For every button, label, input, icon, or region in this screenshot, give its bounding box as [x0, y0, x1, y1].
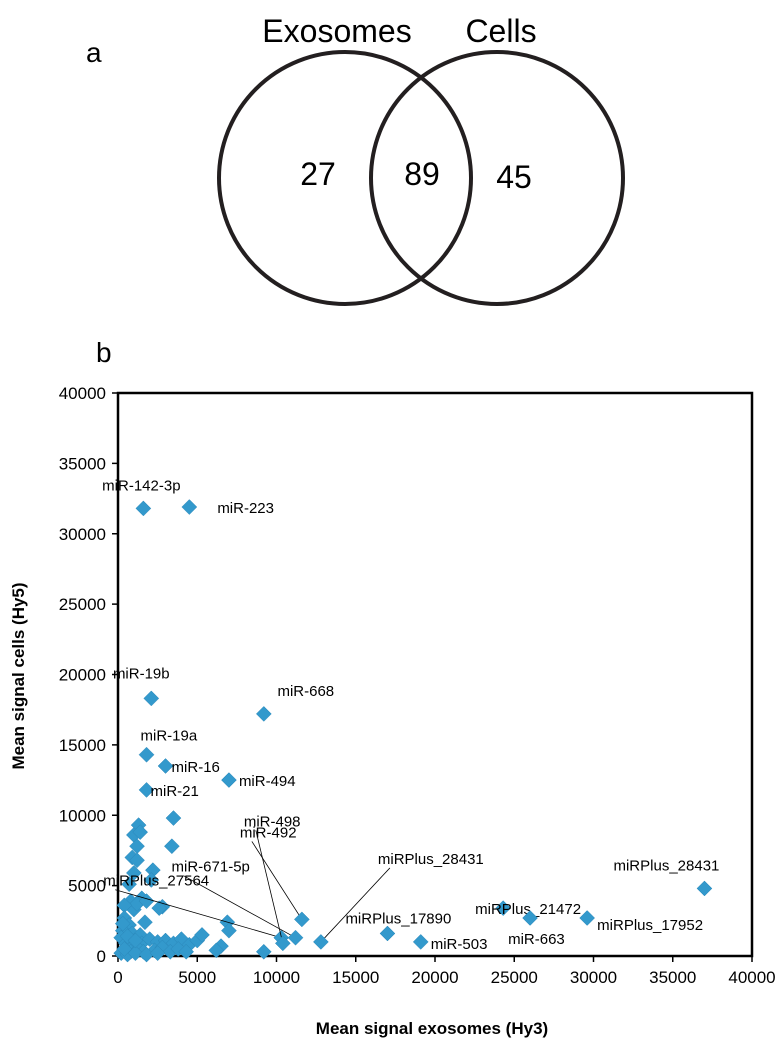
leader-line — [183, 875, 296, 939]
data-point-label: miRPlus_28431 — [613, 857, 719, 874]
x-tick-label: 10000 — [253, 968, 300, 987]
labeled-data-point — [522, 910, 538, 926]
x-tick-label: 40000 — [728, 968, 775, 987]
data-point — [127, 932, 144, 949]
data-point-label: miRPlus_21472 — [475, 901, 581, 918]
data-point-label: miR-492 — [240, 824, 297, 841]
data-point-label: miR-671-5p — [172, 859, 250, 876]
labeled-data-point — [274, 935, 291, 952]
labeled-data-point — [135, 500, 152, 517]
data-point-label: miRPlus_17890 — [345, 910, 451, 927]
data-point — [114, 915, 131, 932]
data-point — [178, 943, 195, 960]
labeled-data-point — [379, 925, 396, 942]
y-tick-label: 5000 — [68, 877, 106, 896]
x-axis-title: Mean signal exosomes (Hy3) — [316, 1019, 548, 1038]
venn-left-only-count: 27 — [300, 156, 336, 192]
panel-a-label: a — [86, 37, 102, 68]
x-tick-label: 30000 — [570, 968, 617, 987]
data-point-label: miR-503 — [431, 936, 488, 953]
x-tick-label: 25000 — [491, 968, 538, 987]
y-tick-label: 0 — [97, 947, 106, 966]
labeled-data-point — [157, 758, 174, 774]
data-point-label: miR-21 — [151, 783, 199, 800]
y-tick-label: 40000 — [59, 384, 106, 403]
labeled-data-point — [412, 934, 429, 950]
labeled-data-point — [143, 690, 160, 707]
data-point-label: miRPlus_17952 — [597, 917, 703, 934]
data-point-label: miR-19b — [113, 665, 170, 682]
data-point — [194, 927, 210, 943]
venn-overlap-count: 89 — [404, 156, 440, 192]
data-point — [125, 865, 142, 881]
leader-line — [115, 889, 282, 939]
labeled-data-point — [221, 772, 237, 788]
labeled-data-point — [294, 911, 310, 928]
y-tick-label: 30000 — [59, 525, 106, 544]
data-point-label: miR-498 — [244, 813, 301, 830]
data-point-label: miR-16 — [172, 759, 220, 776]
x-tick-label: 0 — [113, 968, 122, 987]
labeled-data-point — [255, 706, 272, 722]
x-tick-label: 5000 — [178, 968, 216, 987]
data-point — [165, 810, 182, 826]
y-tick-label: 25000 — [59, 595, 106, 614]
panel-b-label: b — [96, 337, 112, 368]
data-point — [164, 838, 180, 855]
data-point — [149, 945, 166, 962]
venn-left-title: Exosomes — [262, 13, 411, 49]
x-tick-label: 20000 — [411, 968, 458, 987]
y-axis-title: Mean signal cells (Hy5) — [9, 582, 28, 769]
data-point — [221, 922, 237, 939]
data-point — [255, 943, 272, 960]
leader-line — [251, 841, 303, 920]
y-tick-label: 20000 — [59, 666, 106, 685]
venn-right-only-count: 45 — [496, 159, 532, 195]
venn-right-title: Cells — [465, 13, 536, 49]
x-tick-label: 15000 — [332, 968, 379, 987]
data-point — [143, 872, 160, 888]
labeled-data-point — [287, 929, 304, 946]
data-point-label: miRPlus_28431 — [378, 851, 484, 868]
y-tick-label: 10000 — [59, 806, 106, 825]
labeled-data-point — [495, 900, 512, 916]
labeled-data-point — [138, 782, 155, 798]
data-point — [132, 824, 149, 840]
data-point — [116, 941, 133, 957]
data-point-label: miR-19a — [141, 728, 198, 745]
leader-line — [320, 867, 391, 943]
venn-right-circle — [369, 50, 625, 306]
x-tick-label: 35000 — [649, 968, 696, 987]
venn-left-circle — [217, 50, 473, 306]
data-point — [137, 914, 153, 931]
data-point-label: miR-668 — [277, 683, 334, 700]
data-point-label: miRPlus_27564 — [103, 873, 209, 890]
y-tick-label: 35000 — [59, 454, 106, 473]
data-point — [121, 876, 137, 893]
data-point-label: miR-663 — [508, 931, 565, 948]
data-point-label: miR-142-3p — [102, 477, 180, 494]
data-point — [129, 852, 145, 869]
data-point-label: miR-494 — [239, 773, 296, 790]
labeled-data-point — [579, 910, 596, 926]
scatter-plot: 0 5000 10000 15000 20000 25000 30000 35000 40000… — [59, 384, 776, 987]
labeled-data-point — [181, 499, 198, 515]
labeled-data-point — [138, 746, 155, 763]
data-point — [151, 900, 168, 916]
data-point — [208, 942, 225, 959]
labeled-data-point — [696, 880, 713, 897]
leader-line — [255, 830, 284, 944]
y-tick-label: 15000 — [59, 736, 106, 755]
data-point-label: miR-223 — [217, 500, 274, 517]
labeled-data-point — [313, 934, 329, 950]
